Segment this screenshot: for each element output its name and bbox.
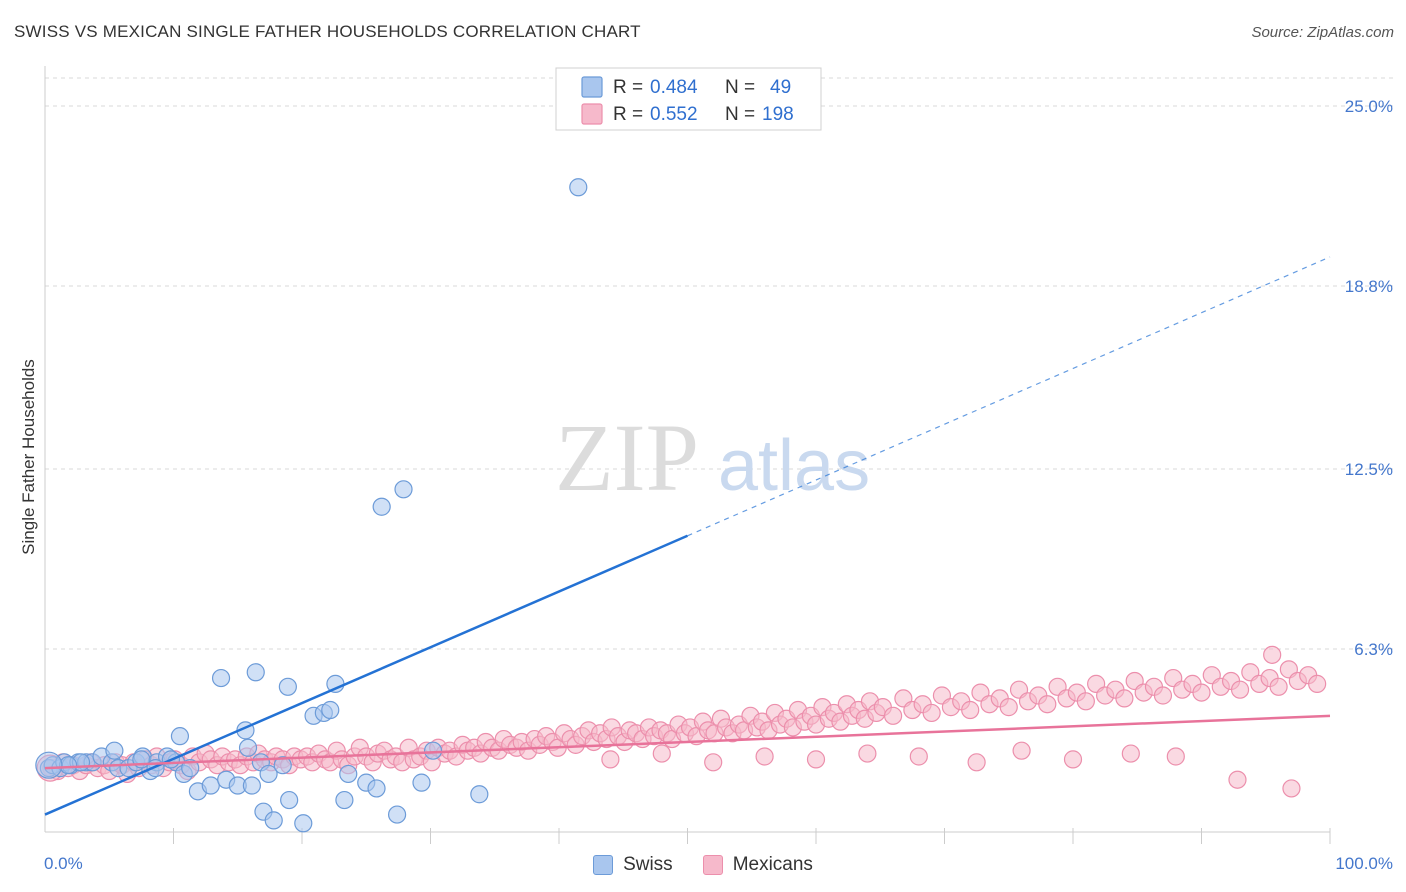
mexicans-point (652, 744, 671, 763)
mexicans-point (1192, 683, 1211, 702)
mexicans-point (755, 747, 774, 766)
swiss-point (387, 805, 407, 824)
mexicans-point (601, 750, 620, 769)
mexicans-point (1121, 744, 1140, 763)
legend-n-label-swiss: N = (725, 77, 755, 98)
mexicans-point (999, 698, 1018, 717)
mexicans-point (1166, 747, 1185, 766)
swiss-point (412, 773, 431, 792)
y-axis-label: Single Father Households (19, 359, 38, 555)
watermark-atlas: atlas (718, 426, 870, 506)
mexicans-point (961, 700, 980, 720)
legend-box: R = 0.484 N = 49 R = 0.552 N = 198 (555, 67, 822, 131)
swiss-point (259, 764, 278, 784)
mexicans-point (1153, 686, 1173, 705)
mexicans-point (922, 703, 941, 723)
legend-r-label-mexicans: R = (613, 104, 643, 125)
mexicans-trend-line (44, 714, 1331, 770)
swiss-point (367, 779, 386, 798)
mexicans-point (1076, 692, 1095, 711)
y-tick-label: 6.3% (1354, 640, 1393, 659)
mexicans-point (909, 747, 928, 766)
legend-r-value-mexicans: 0.552 (650, 104, 698, 125)
swiss-point (273, 756, 292, 775)
x-tick-label-min: 0.0% (44, 854, 83, 873)
swiss-point (339, 764, 358, 784)
legend-swatch-mexicans (581, 103, 603, 125)
swiss-point (105, 741, 124, 760)
swiss-point (201, 776, 220, 795)
mexicans-point (1063, 750, 1083, 769)
swiss-point (264, 811, 283, 830)
legend-r-value-swiss: 0.484 (650, 77, 698, 98)
mexicans-point (1038, 695, 1057, 714)
swiss-point-cluster (35, 751, 63, 779)
mexicans-point (1115, 689, 1134, 708)
mexicans-point (1228, 770, 1247, 789)
swiss-point (238, 738, 258, 757)
y-tick-label: 12.5% (1345, 460, 1393, 479)
mexicans-point (883, 706, 903, 725)
swiss-point (170, 727, 190, 746)
legend-swatch-swiss (581, 76, 603, 98)
bottom-legend-mexicans[interactable]: Mexicans (702, 854, 813, 876)
grid-layer (45, 77, 1393, 650)
swiss-point (242, 776, 261, 795)
mexicans-point (1012, 741, 1031, 760)
mexicans-point (1269, 677, 1288, 696)
swiss-point (294, 814, 313, 833)
mexicans-point (1282, 779, 1301, 798)
swiss-trend-line (44, 534, 688, 816)
y-tick-label: 25.0% (1345, 97, 1393, 116)
mexicans-point (1308, 674, 1327, 693)
swiss-point (335, 790, 354, 810)
swiss-point (278, 677, 297, 696)
axes-layer (44, 66, 1331, 844)
swiss-point (394, 480, 413, 499)
mexicans-point (1230, 680, 1250, 699)
bottom-legend-swatch-mexicans (702, 855, 723, 875)
swiss-trend-line-extension (687, 256, 1331, 537)
swiss-point (246, 663, 265, 682)
chart-title: SWISS VS MEXICAN SINGLE FATHER HOUSEHOLD… (14, 22, 641, 41)
mexicans-point (806, 750, 826, 769)
bottom-legend: Swiss Mexicans (0, 852, 1406, 878)
mexicans-point (1263, 645, 1282, 664)
bottom-legend-label-mexicans: Mexicans (732, 854, 813, 875)
mexicans-point (858, 744, 877, 763)
watermark-zip: ZIP (555, 404, 699, 511)
bottom-legend-swatch-swiss (593, 855, 614, 875)
y-tick-label: 18.8% (1345, 277, 1393, 296)
legend-n-value-swiss: 49 (770, 77, 791, 98)
labels-layer: Single Father Households 0.0% 100.0% 6.3… (19, 97, 1393, 873)
legend-n-label-mexicans: N = (725, 104, 755, 125)
swiss-point (423, 741, 443, 760)
trend-layer (44, 256, 1331, 816)
swiss-point (372, 497, 391, 516)
mexicans-point (704, 753, 723, 772)
swiss-point (280, 790, 299, 810)
mexicans-point (967, 753, 986, 772)
swiss-point (321, 700, 340, 720)
legend-r-label-swiss: R = (613, 77, 643, 98)
legend-n-value-mexicans: 198 (762, 104, 794, 125)
chart-source: Source: ZipAtlas.com (1251, 24, 1394, 41)
swiss-point (569, 178, 588, 197)
x-tick-label-max: 100.0% (1335, 854, 1393, 873)
bottom-legend-swiss[interactable]: Swiss (593, 854, 673, 876)
swiss-point (470, 785, 489, 804)
swiss-point (211, 668, 231, 688)
swiss-point (181, 759, 200, 778)
watermark: ZIP atlas (555, 404, 870, 511)
bottom-legend-label-swiss: Swiss (623, 854, 673, 875)
